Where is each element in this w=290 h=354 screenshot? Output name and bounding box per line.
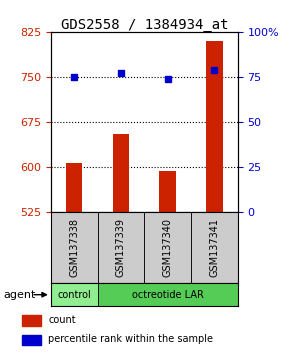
Bar: [22, 315, 41, 326]
Text: GDS2558 / 1384934_at: GDS2558 / 1384934_at: [61, 18, 229, 32]
Text: agent: agent: [3, 290, 35, 300]
Bar: [206, 41, 223, 212]
Bar: [51, 283, 97, 306]
Text: GSM137340: GSM137340: [163, 218, 173, 277]
Bar: [22, 335, 41, 346]
Text: percentile rank within the sample: percentile rank within the sample: [48, 335, 213, 344]
Bar: [66, 163, 82, 212]
Text: control: control: [57, 290, 91, 300]
Text: GSM137338: GSM137338: [69, 218, 79, 277]
Text: GSM137339: GSM137339: [116, 218, 126, 277]
Bar: [97, 283, 238, 306]
Bar: [144, 212, 191, 283]
Bar: [160, 171, 176, 212]
Bar: [97, 212, 144, 283]
Text: octreotide LAR: octreotide LAR: [132, 290, 204, 300]
Bar: [113, 134, 129, 212]
Text: count: count: [48, 315, 76, 325]
Bar: [191, 212, 238, 283]
Bar: [51, 212, 97, 283]
Text: GSM137341: GSM137341: [209, 218, 220, 277]
